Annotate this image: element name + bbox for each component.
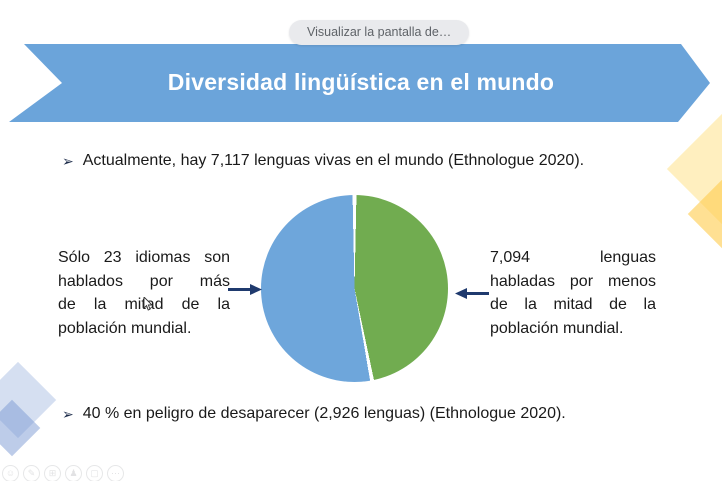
right-callout-line: población mundial.: [490, 319, 624, 337]
left-callout-line: hablados por más: [58, 272, 230, 290]
keyboard-icon[interactable]: ⊞: [44, 465, 61, 481]
bullet-arrow-icon: ➢: [62, 153, 74, 169]
pen-icon[interactable]: ✎: [23, 465, 40, 481]
share-screen-pill[interactable]: Visualizar la pantalla de…: [289, 20, 470, 45]
right-callout-line: habladas por menos: [490, 272, 656, 290]
left-callout: Sólo 23 idiomas son hablados por más de …: [58, 246, 230, 340]
arrow-right-icon: [228, 283, 263, 301]
title-banner: Diversidad lingüística en el mundo: [9, 44, 710, 122]
left-callout-line: población mundial.: [58, 319, 192, 337]
left-callout-line: Sólo 23 idiomas son: [58, 249, 230, 266]
right-callout-line: 7,094 lenguas: [490, 249, 656, 266]
bullet-arrow-icon: ➢: [62, 406, 74, 422]
participant-icon[interactable]: ♟: [65, 465, 82, 481]
arrow-left-icon: [454, 287, 489, 305]
bullet-1: ➢ Actualmente, hay 7,117 lenguas vivas e…: [62, 150, 584, 172]
bullet-2: ➢ 40 % en peligro de desaparecer (2,926 …: [62, 403, 566, 425]
bullet-2-text: 40 % en peligro de desaparecer (2,926 le…: [82, 405, 566, 422]
slide-title: Diversidad lingüística en el mundo: [167, 68, 555, 95]
right-callout: 7,094 lenguas habladas por menos de la m…: [490, 246, 656, 340]
more-icon[interactable]: ⋯: [107, 465, 124, 481]
mouse-cursor: [143, 295, 154, 316]
right-callout-line: de la mitad de la: [490, 296, 656, 313]
bullet-1-text: Actualmente, hay 7,117 lenguas vivas en …: [82, 152, 585, 169]
reaction-icon[interactable]: ☺: [2, 465, 19, 481]
chat-icon[interactable]: ▢: [86, 465, 103, 481]
pie-chart: [261, 195, 448, 382]
meeting-controls: ☺ ✎ ⊞ ♟ ▢ ⋯: [2, 465, 124, 481]
